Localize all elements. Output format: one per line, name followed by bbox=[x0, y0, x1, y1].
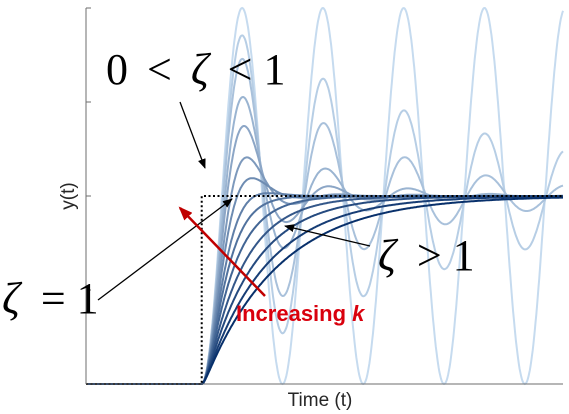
series-line-6 bbox=[86, 177, 563, 385]
series-line-13 bbox=[86, 196, 563, 385]
overdamped-arrow bbox=[284, 224, 371, 247]
series-line-10 bbox=[86, 195, 563, 385]
series-layer bbox=[86, 6, 564, 386]
increasing-k-arrow bbox=[178, 206, 266, 297]
overdamped-label: ζ > 1 bbox=[378, 231, 475, 280]
step-input-line bbox=[86, 195, 563, 385]
underdamped-op1: < bbox=[147, 45, 172, 94]
overdamped-op: > bbox=[417, 231, 442, 280]
series-line-2 bbox=[86, 57, 564, 385]
increasing-k-label: Increasing k bbox=[236, 301, 366, 326]
series-line-5 bbox=[86, 156, 563, 385]
critical-op: = bbox=[41, 274, 66, 323]
underdamped-arrow bbox=[179, 101, 206, 169]
y-axis-label: y(t) bbox=[58, 182, 79, 209]
critical-label: ζ = 1 bbox=[2, 274, 99, 323]
overdamped-rhs: 1 bbox=[453, 231, 475, 280]
increasing-k-text: Increasing bbox=[236, 301, 352, 326]
critical-arrow bbox=[97, 198, 233, 301]
increasing-k-var: k bbox=[352, 301, 366, 326]
underdamped-lhs: 0 bbox=[106, 45, 128, 94]
critical-var: ζ bbox=[2, 274, 23, 323]
underdamped-op2: < bbox=[228, 45, 253, 94]
series-line-9 bbox=[86, 195, 563, 385]
underdamped-rhs: 1 bbox=[263, 45, 285, 94]
series-line-8 bbox=[86, 195, 563, 385]
underdamped-label: 0 < ζ < 1 bbox=[106, 45, 285, 94]
overdamped-var: ζ bbox=[378, 231, 399, 280]
series-line-11 bbox=[86, 195, 563, 385]
x-axis-label: Time (t) bbox=[288, 390, 353, 411]
critical-rhs: 1 bbox=[77, 274, 99, 323]
series-line-12 bbox=[86, 195, 563, 385]
underdamped-var: ζ bbox=[191, 45, 212, 94]
y-ticks bbox=[86, 7, 91, 385]
